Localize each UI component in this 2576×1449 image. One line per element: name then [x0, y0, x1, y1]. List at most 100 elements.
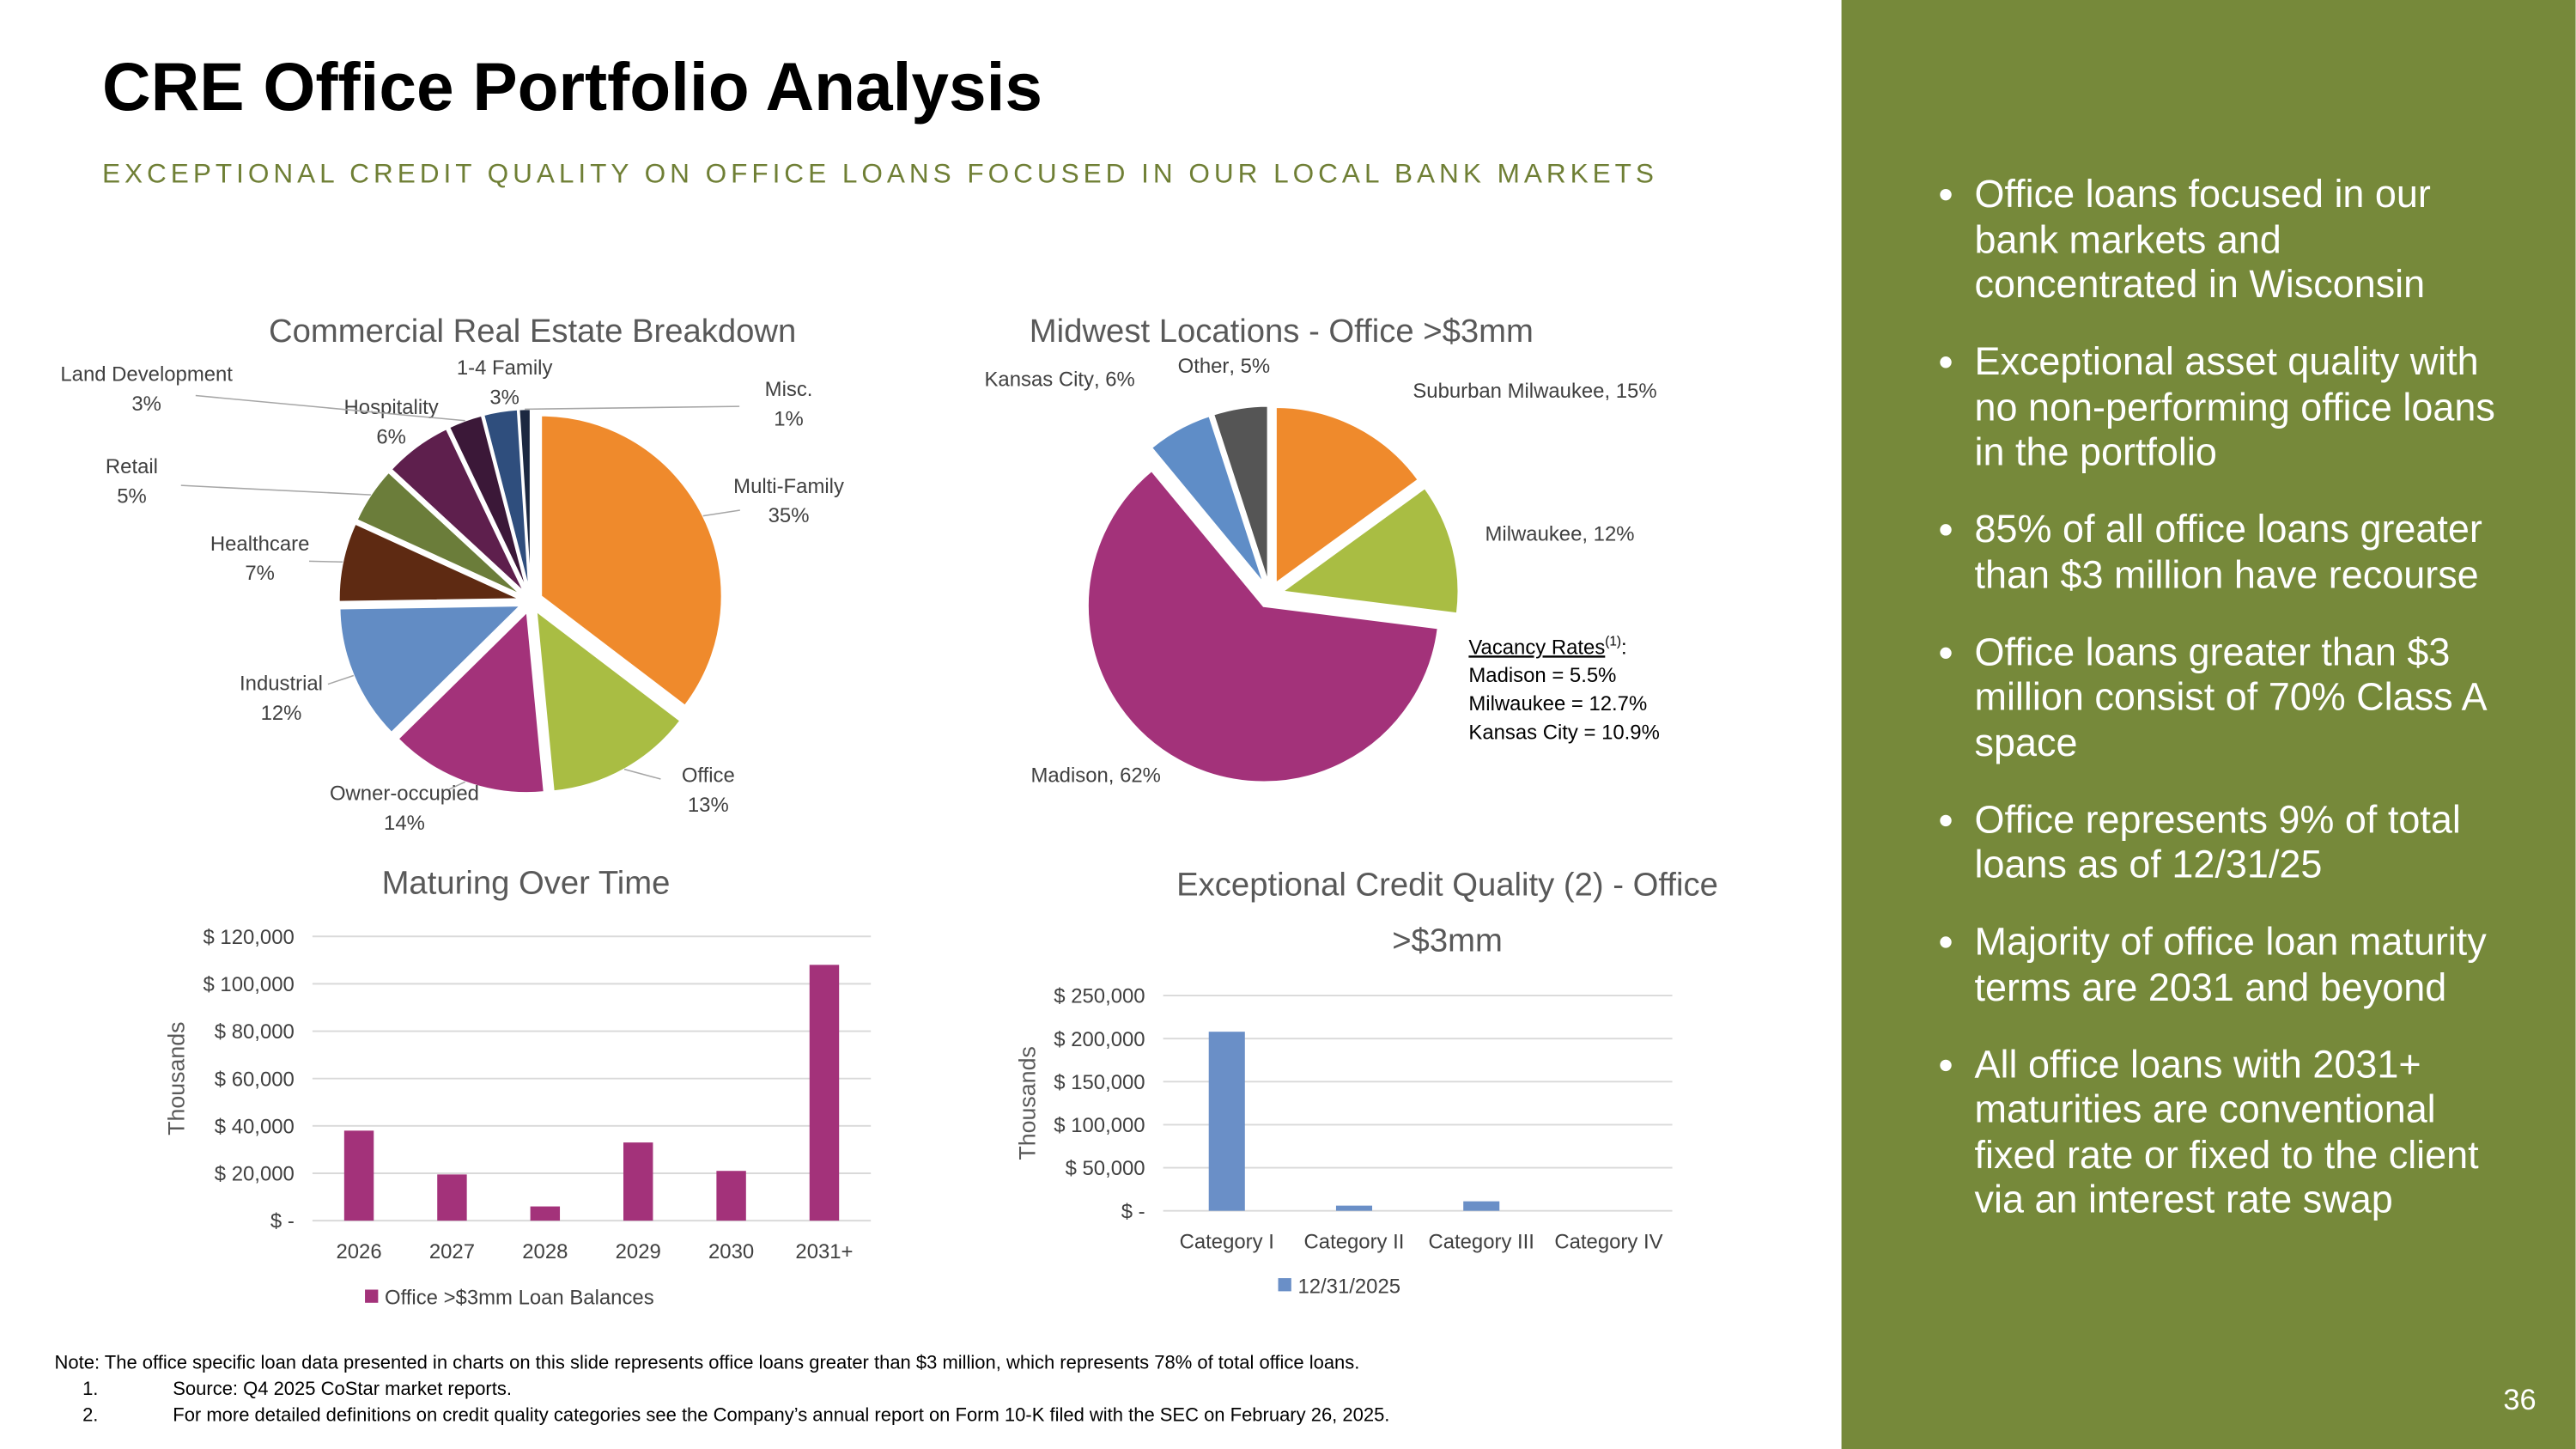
data-label: Retail 5% — [106, 455, 158, 508]
bar — [343, 1130, 374, 1221]
x-tick-label: 2031+ — [795, 1240, 853, 1263]
y-tick-label: $ 80,000 — [215, 1020, 295, 1044]
x-tick-label: Category II — [1304, 1231, 1405, 1254]
data-label: Milwaukee, 12% — [1485, 522, 1635, 545]
bar — [1463, 1201, 1500, 1211]
value-label: 13% — [688, 794, 729, 817]
leader-line — [525, 405, 740, 411]
value-label: 6% — [376, 425, 406, 448]
value-label: 12% — [261, 702, 302, 725]
x-tick-label: 2030 — [708, 1240, 754, 1263]
y-tick-label: $ 50,000 — [1066, 1157, 1145, 1180]
data-label: Healthcare 7% — [210, 533, 310, 585]
data-label: Suburban Milwaukee, 15% — [1413, 380, 1656, 403]
pie-slice — [1280, 486, 1460, 615]
separator: , — [1094, 368, 1105, 391]
separator: , — [1582, 522, 1593, 545]
footnote: For more detailed definitions on credit … — [173, 1403, 1389, 1425]
pie-slice — [1212, 405, 1269, 582]
page-number: 36 — [2503, 1384, 2536, 1416]
value-label: 3% — [489, 387, 519, 410]
data-label: Owner-occupied 14% — [330, 782, 479, 834]
side-panel — [1841, 0, 2576, 1449]
bar — [809, 965, 840, 1221]
category-label: Madison — [1031, 764, 1109, 787]
bullet: Office represents 9% of total loans as o… — [1975, 798, 2499, 888]
category-label: Kansas City — [984, 368, 1094, 391]
value-label: 12% — [1594, 522, 1635, 545]
y-tick-label: $ 200,000 — [1054, 1028, 1145, 1051]
leader-line — [623, 768, 661, 780]
chart-title: Exceptional Credit Quality (2) - Office … — [1176, 867, 1718, 960]
y-tick-label: $ - — [270, 1210, 295, 1233]
bar — [716, 1171, 746, 1221]
category-label: Multi-Family — [733, 475, 844, 498]
separator: , — [1604, 380, 1615, 403]
data-label: Hospitality 6% — [344, 396, 439, 448]
y-tick-label: $ - — [1121, 1200, 1145, 1223]
data-label: Misc. 1% — [765, 378, 813, 430]
leader-line — [702, 509, 740, 517]
category-label: Owner-occupied — [330, 782, 479, 805]
slide-subtitle: EXCEPTIONAL CREDIT QUALITY ON OFFICE LOA… — [102, 157, 1658, 188]
y-tick-label: $ 40,000 — [215, 1115, 295, 1138]
footnote: Source: Q4 2025 CoStar market reports. — [173, 1378, 512, 1399]
data-label: Madison, 62% — [1031, 764, 1161, 787]
data-label: Land Development 3% — [60, 363, 233, 416]
leader-line — [180, 484, 371, 496]
annotation: Vacancy Rates(1): — [1468, 635, 1626, 660]
y-axis-label: Thousands — [1014, 1046, 1040, 1160]
category-label: Suburban Milwaukee — [1413, 380, 1604, 403]
value-label: 14% — [384, 812, 425, 835]
category-label: Hospitality — [344, 396, 439, 419]
bar — [437, 1174, 467, 1221]
category-label: Other — [1178, 355, 1230, 378]
bar — [623, 1142, 653, 1221]
data-label: Industrial 12% — [240, 672, 323, 724]
value-label: 3% — [131, 393, 161, 416]
value-label: 15% — [1616, 380, 1657, 403]
x-tick-label: 2029 — [616, 1240, 661, 1263]
annotation-line: Milwaukee = 12.7% — [1468, 692, 1647, 715]
footnote-number: 2. — [82, 1403, 98, 1425]
separator: , — [1109, 764, 1120, 787]
category-label: Land Development — [60, 363, 233, 387]
leader-line — [309, 560, 343, 563]
y-tick-label: $ 250,000 — [1054, 985, 1145, 1008]
x-tick-label: 2026 — [336, 1240, 381, 1263]
chart-title: Maturing Over Time — [382, 865, 671, 902]
legend-label: 12/31/2025 — [1297, 1275, 1400, 1298]
bullet: Exceptional asset quality with no non-pe… — [1975, 340, 2499, 476]
chart-title: Commercial Real Estate Breakdown — [269, 313, 796, 350]
y-tick-label: $ 100,000 — [1054, 1114, 1145, 1137]
x-tick-label: 2027 — [429, 1240, 475, 1263]
legend-swatch — [365, 1289, 379, 1303]
data-label: Office 13% — [682, 764, 735, 816]
footnote-number: 1. — [82, 1378, 98, 1399]
leader-line — [327, 674, 355, 685]
y-tick-label: $ 100,000 — [204, 973, 295, 996]
data-label: Other, 5% — [1178, 355, 1271, 378]
background — [0, 0, 1841, 1449]
data-label: Multi-Family 35% — [733, 475, 844, 527]
chart-title-box: Exceptional Credit Quality (2) - Office … — [1176, 867, 1718, 960]
legend-label: Office >$3mm Loan Balances — [385, 1287, 654, 1310]
bullet-list: Office loans focused in our bank markets… — [1932, 173, 2499, 1223]
y-tick-label: $ 150,000 — [1054, 1071, 1145, 1094]
pie-slice — [1150, 415, 1265, 584]
x-tick-label: Category IV — [1554, 1231, 1662, 1254]
leader-line — [195, 394, 465, 422]
bar — [530, 1206, 561, 1221]
pie-slice — [1086, 469, 1439, 783]
x-tick-label: Category III — [1428, 1231, 1534, 1254]
x-tick-label: 2028 — [522, 1240, 568, 1263]
pie-slice — [390, 428, 526, 593]
bar — [1335, 1205, 1373, 1211]
bullet: Majority of office loan maturity terms a… — [1975, 920, 2499, 1010]
category-label: Milwaukee — [1485, 522, 1583, 545]
category-label: Retail — [106, 455, 158, 478]
bar — [1208, 1032, 1245, 1211]
y-tick-label: $ 20,000 — [215, 1163, 295, 1186]
